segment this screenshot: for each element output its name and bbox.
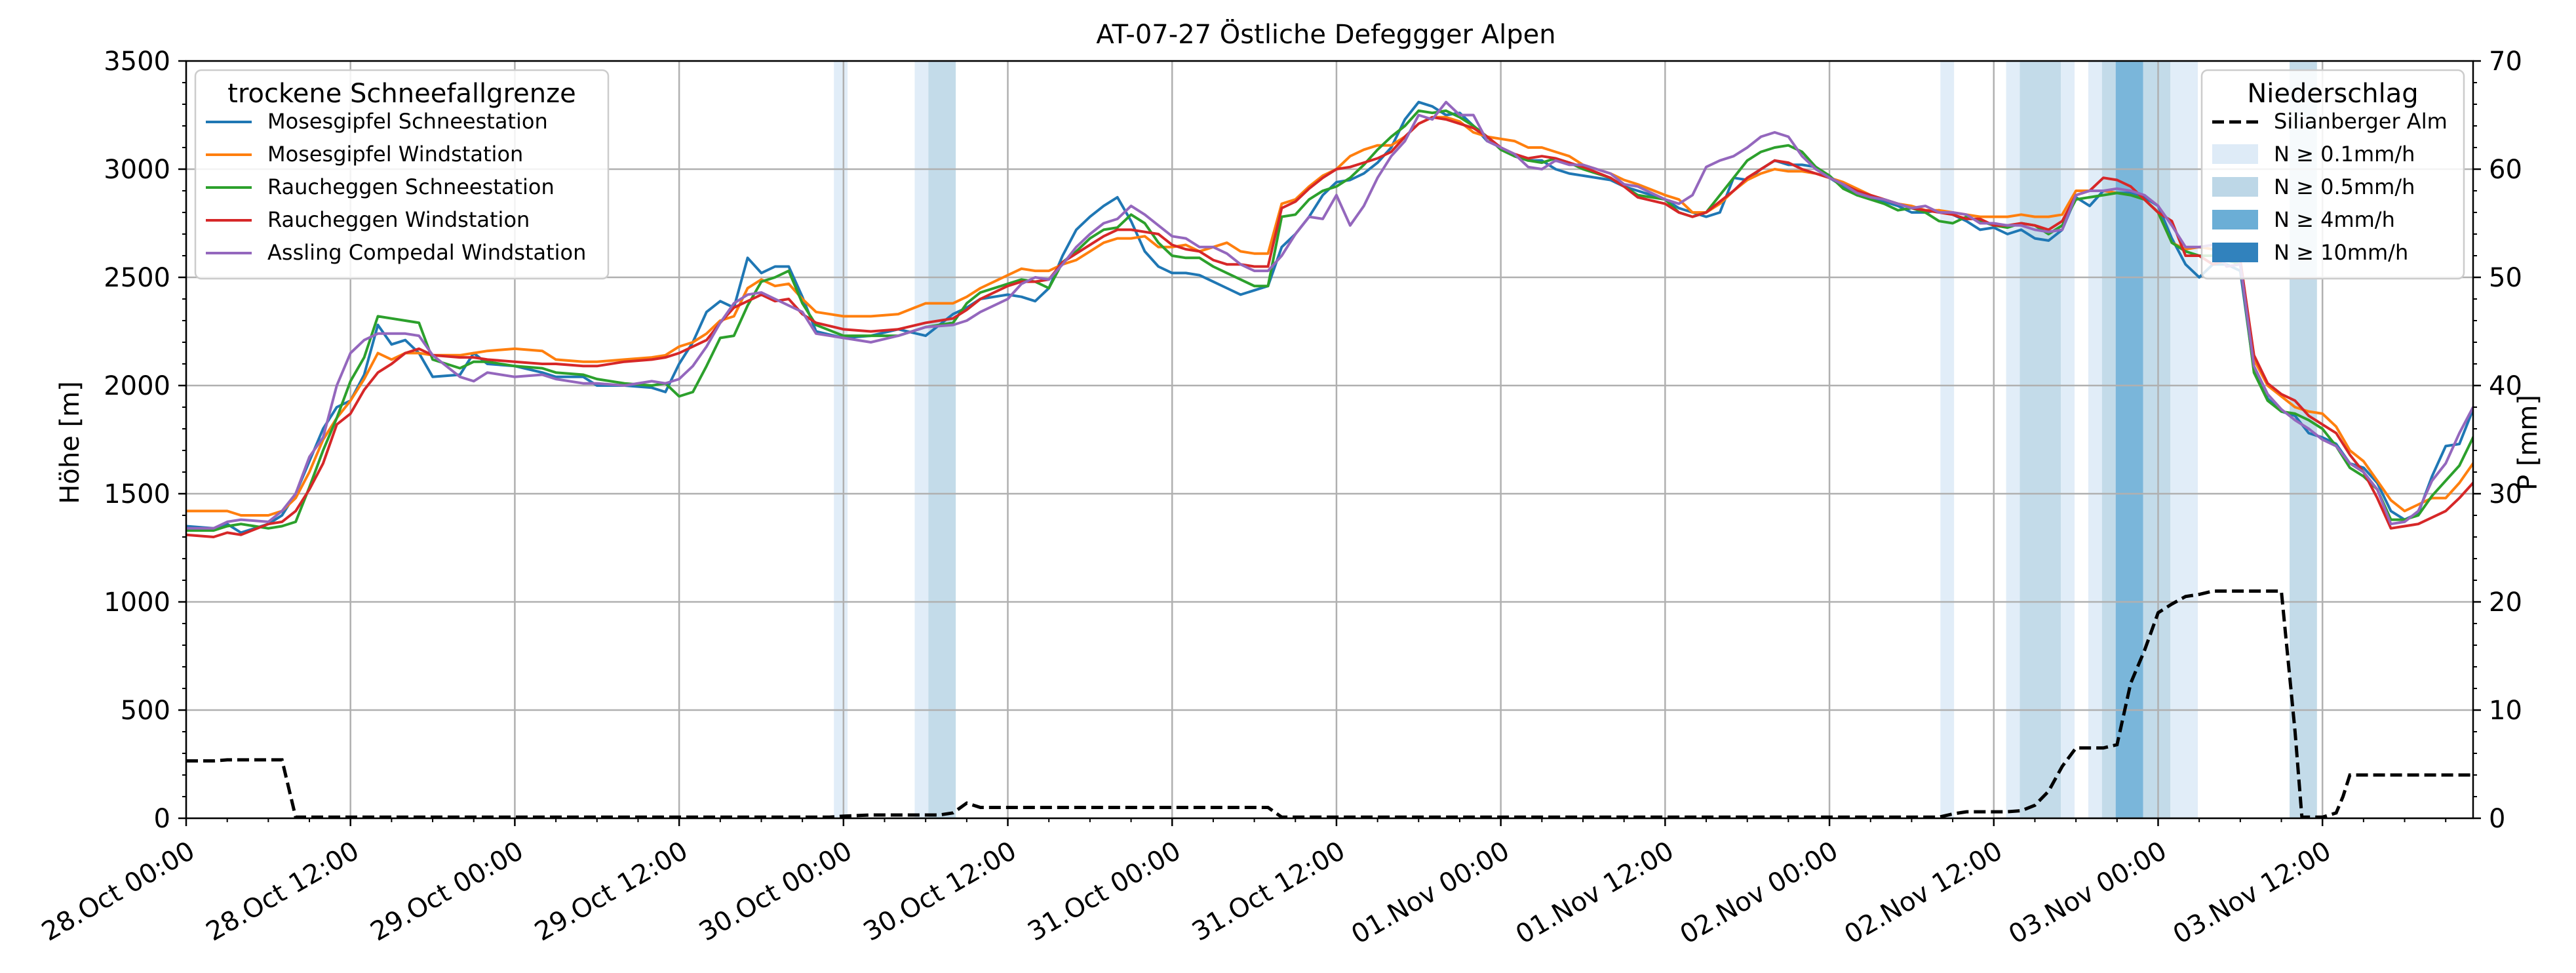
x-tick-label-13: 03.Nov 12:00 bbox=[2168, 836, 2337, 951]
y-tick-label-5: 2500 bbox=[104, 263, 170, 293]
legend-right-label-3: N ≥ 4mm/h bbox=[2274, 207, 2395, 232]
legend-right-swatch-1 bbox=[2212, 144, 2258, 164]
x-tick-label-6: 31.Oct 00:00 bbox=[1023, 836, 1186, 947]
x-tick-label-4: 30.Oct 00:00 bbox=[694, 836, 857, 947]
precip-band-1 bbox=[914, 61, 929, 818]
legend-right-title: Niederschlag bbox=[2247, 79, 2418, 109]
x-tick-label-3: 29.Oct 12:00 bbox=[530, 836, 693, 947]
y2-tick-label-6: 60 bbox=[2489, 155, 2522, 185]
precip-band-0 bbox=[834, 61, 848, 818]
x-tick-label-10: 02.Nov 00:00 bbox=[1675, 836, 1844, 951]
x-tick-label-2: 29.Oct 00:00 bbox=[366, 836, 529, 947]
y-axis-title: Höhe [m] bbox=[55, 381, 85, 504]
legend-left-label-1: Mosesgipfel Windstation bbox=[267, 142, 523, 167]
precip-band-10 bbox=[2143, 61, 2171, 818]
legend-left-frame bbox=[194, 69, 610, 280]
legend-left: trockene Schneefallgrenze Mosesgipfel Sc… bbox=[194, 69, 610, 280]
y-tick-label-0: 0 bbox=[154, 804, 170, 834]
precip-band-4 bbox=[2006, 61, 2020, 818]
y2-tick-label-7: 70 bbox=[2489, 47, 2522, 77]
y-tick-label-1: 500 bbox=[121, 696, 170, 726]
precip-line-group bbox=[186, 589, 2473, 818]
y-tick-label-4: 2000 bbox=[104, 371, 170, 401]
precip-band-8 bbox=[2101, 61, 2116, 818]
legend-right-label-0: Silianberger Alm bbox=[2274, 109, 2448, 134]
x-tick-label-5: 30.Oct 12:00 bbox=[859, 836, 1022, 947]
y2-tick-label-0: 0 bbox=[2489, 804, 2505, 834]
legend-left-label-3: Raucheggen Windstation bbox=[267, 207, 530, 232]
legend-right-swatch-4 bbox=[2212, 243, 2258, 262]
legend-left-label-4: Assling Compedal Windstation bbox=[267, 240, 586, 265]
y2-axis-title: P [mm] bbox=[2513, 395, 2543, 490]
precip-band-6 bbox=[2061, 61, 2075, 818]
chart-title: AT-07-27 Östliche Defeggger Alpen bbox=[1096, 18, 1555, 50]
legend-right: Niederschlag Silianberger Alm N ≥ 0.1mm/h… bbox=[2200, 69, 2465, 280]
precip-line bbox=[186, 589, 2473, 818]
y2-tick-label-2: 20 bbox=[2489, 587, 2522, 618]
x-tick-label-1: 28.Oct 12:00 bbox=[201, 836, 364, 947]
x-tick-label-0: 28.Oct 00:00 bbox=[37, 836, 200, 947]
y2-tick-label-3: 30 bbox=[2489, 479, 2522, 509]
precip-band-7 bbox=[2088, 61, 2102, 818]
precip-band-3 bbox=[1940, 61, 1955, 818]
y-tick-label-6: 3000 bbox=[104, 155, 170, 185]
legend-right-swatch-3 bbox=[2212, 210, 2258, 229]
y-tick-label-2: 1000 bbox=[104, 587, 170, 618]
axes bbox=[178, 60, 2481, 826]
legend-right-items: Silianberger Alm N ≥ 0.1mm/h N ≥ 0.5mm/h N … bbox=[2212, 109, 2448, 265]
plot-frame bbox=[185, 60, 2474, 820]
legend-left-title: trockene Schneefallgrenze bbox=[227, 79, 576, 109]
x-tick-label-9: 01.Nov 12:00 bbox=[1511, 836, 1679, 951]
precip-band-5 bbox=[2020, 61, 2061, 818]
x-tick-label-12: 03.Nov 00:00 bbox=[2004, 836, 2172, 951]
y2-tick-label-5: 50 bbox=[2489, 263, 2522, 293]
precip-band-9 bbox=[2115, 61, 2143, 818]
precip-band-11 bbox=[2170, 61, 2198, 818]
series-lines bbox=[186, 100, 2473, 538]
series-line-4 bbox=[186, 100, 2473, 530]
x-tick-label-7: 31.Oct 12:00 bbox=[1187, 836, 1350, 947]
legend-right-label-4: N ≥ 10mm/h bbox=[2274, 240, 2408, 265]
y-tick-label-7: 3500 bbox=[104, 47, 170, 77]
x-tick-label-8: 01.Nov 00:00 bbox=[1346, 836, 1515, 951]
legend-right-swatch-2 bbox=[2212, 177, 2258, 197]
y-tick-label-3: 1500 bbox=[104, 479, 170, 509]
series-line-2 bbox=[186, 109, 2473, 532]
legend-left-label-2: Raucheggen Schneestation bbox=[267, 174, 555, 199]
series-line-1 bbox=[186, 115, 2473, 517]
x-tick-label-11: 02.Nov 12:00 bbox=[1839, 836, 2008, 951]
legend-left-items: Mosesgipfel Schneestation Mosesgipfel Win… bbox=[206, 109, 586, 265]
legend-right-label-2: N ≥ 0.5mm/h bbox=[2274, 174, 2415, 199]
legend-right-frame bbox=[2200, 69, 2465, 280]
legend-right-label-1: N ≥ 0.1mm/h bbox=[2274, 142, 2415, 167]
precip-band-2 bbox=[928, 61, 956, 818]
legend-left-label-0: Mosesgipfel Schneestation bbox=[267, 109, 548, 134]
y2-tick-label-1: 10 bbox=[2489, 696, 2522, 726]
y2-tick-label-4: 40 bbox=[2489, 371, 2522, 401]
